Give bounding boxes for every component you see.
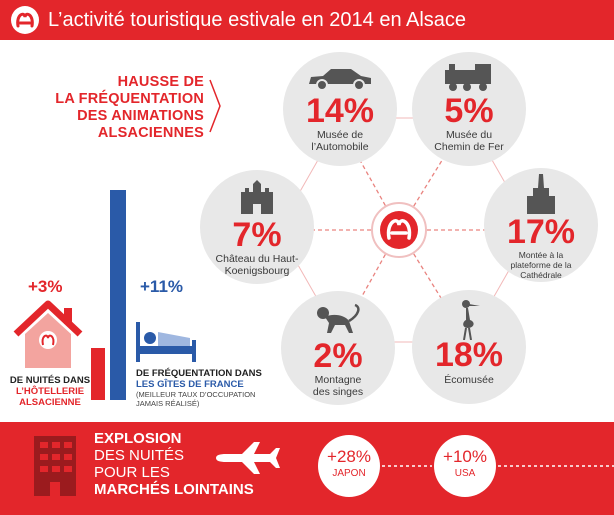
cathedral-icon [527,174,555,214]
attraction-automobile: 14% Musée de l’Automobile [283,52,397,166]
castle-icon [241,180,273,214]
attraction-pct: 5% [444,92,494,130]
attraction-pct: 17% [506,213,576,251]
building-icon [34,436,76,496]
attraction-montagne-singes: 2% Montagne des singes [281,291,395,405]
stork-icon [462,300,480,340]
attraction-label: Montée à la plateforme de la Cathédrale [510,250,572,280]
attraction-label: Montagne des singes [312,374,364,398]
hausse-heading: HAUSSE DE LA FRÉQUENTATION DES ANIMATION… [55,74,204,141]
train-icon [445,64,491,91]
attraction-chemin-de-fer: 5% Musée du Chemin de Fer [412,52,526,166]
hotel-caption: DE NUITÉS DANS L’HÔTELLERIE ALSACIENNE [9,375,91,408]
alsace-center-logo [371,202,427,258]
car-icon [309,69,371,91]
hotel-stat: +3% [28,277,63,296]
attraction-pct: 7% [232,216,282,254]
gites-caption: DE FRÉQUENTATION DANS LES GÎTES DE FRANC… [136,368,262,408]
page-title: L’activité touristique estivale en 2014 … [48,9,467,31]
dashed-connector [382,465,432,467]
market-japon: +28% JAPON [318,435,380,497]
gites-bar [110,190,126,400]
market-usa: +10% USA [434,435,496,497]
attraction-pct: 18% [434,336,504,374]
attraction-cathedrale: 17% Montée à la plateforme de la Cathédr… [484,168,598,282]
attraction-label: Château du Haut- Koenigsbourg [215,253,299,277]
attraction-label: Musée du Chemin de Fer [434,129,504,153]
attraction-pct: 2% [313,337,363,375]
attraction-label: Musée de l’Automobile [311,129,369,153]
attraction-label: Écomusée [444,374,494,386]
monkey-icon [317,303,360,333]
footer-band [0,422,614,515]
attraction-ecomusee: 18% Écomusée [412,290,526,404]
house-icon [13,300,83,368]
chevron-right-icon [209,79,221,133]
alsace-logo-icon [11,6,39,34]
footer-text: EXPLOSION DES NUITÉS POUR LES MARCHÉS LO… [94,430,254,498]
alsace-logo-icon [380,211,418,249]
header-bar: L’activité touristique estivale en 2014 … [0,0,614,40]
gites-stat: +11% [140,277,184,296]
hotel-bar [91,348,105,400]
attraction-pct: 14% [305,92,375,130]
attraction-chateau: 7% Château du Haut- Koenigsbourg [200,170,314,284]
dashed-connector [498,465,614,467]
airplane-icon [216,442,280,474]
bed-icon [136,322,196,362]
